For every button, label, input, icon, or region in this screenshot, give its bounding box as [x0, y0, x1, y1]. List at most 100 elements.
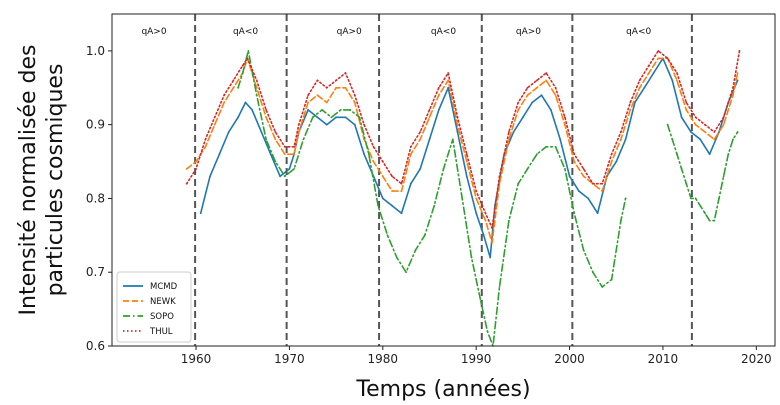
series-point-newk: [620, 138, 622, 141]
series-point-sopo-2: [727, 153, 730, 156]
series-point-newk: [400, 190, 403, 193]
series-point-newk: [722, 123, 725, 126]
series-point-newk: [265, 116, 267, 119]
series-point-sopo: [377, 204, 379, 207]
series-point-mcmd: [218, 153, 221, 156]
y-axis-title-line-2: particules cosmiques: [43, 64, 68, 297]
series-point-thul: [657, 50, 660, 52]
series-point-sopo-2: [704, 212, 706, 215]
series-point-thul: [582, 168, 585, 170]
series-point-mcmd: [325, 123, 328, 126]
series-point-thul: [293, 145, 295, 148]
series-point-newk: [213, 123, 216, 126]
x-tick-label: 1960: [181, 352, 212, 366]
series-point-sopo: [582, 249, 585, 252]
series-point-thul: [353, 94, 356, 97]
x-tick-label: 2020: [741, 352, 772, 366]
legend-label-thul: THUL: [149, 327, 173, 337]
series-point-thul: [694, 116, 697, 119]
series-point-sopo-2: [666, 123, 669, 126]
legend-label-sopo: SOPO: [150, 312, 174, 322]
series-point-thul: [372, 145, 375, 148]
series-point-newk: [638, 86, 641, 89]
series-point-mcmd: [409, 182, 412, 185]
series-point-sopo: [573, 212, 576, 215]
series-point-thul: [620, 131, 622, 133]
series-point-newk: [694, 123, 697, 126]
series-point-thul: [307, 94, 309, 97]
series-point-sopo: [461, 197, 464, 200]
series-point-mcmd: [428, 138, 431, 141]
series-point-mcmd: [736, 79, 739, 82]
series-point-sopo: [386, 234, 389, 237]
series-point-newk: [545, 79, 548, 82]
x-tick-label: 1990: [461, 352, 492, 366]
series-point-thul: [491, 227, 493, 229]
series-point-newk: [297, 131, 300, 133]
series-point-newk: [195, 160, 197, 163]
series-point-thul: [344, 72, 347, 74]
series-point-thul: [592, 182, 594, 185]
series-point-newk: [508, 138, 510, 141]
series-point-sopo: [470, 256, 473, 259]
series-line-thul: [185, 50, 741, 229]
legend-box: [116, 271, 192, 343]
series-point-thul: [232, 79, 235, 82]
series-point-thul: [223, 94, 226, 97]
series-point-newk: [274, 138, 277, 141]
cycle-label: qA<0: [233, 27, 258, 37]
series-point-sopo: [302, 138, 305, 141]
y-tick-label: 0.8: [86, 191, 105, 205]
series-point-sopo: [395, 256, 398, 259]
series-point-newk: [232, 86, 235, 89]
series-point-newk: [391, 190, 393, 193]
series-point-thul: [255, 79, 258, 82]
series-point-mcmd: [269, 153, 272, 156]
series-point-thul: [428, 109, 431, 111]
series-point-sopo: [255, 94, 258, 97]
series-point-thul: [685, 101, 688, 104]
series-point-thul: [391, 175, 393, 178]
series-point-mcmd: [209, 175, 211, 178]
series-point-mcmd: [652, 72, 655, 74]
series-point-mcmd: [596, 212, 599, 215]
series-point-mcmd: [279, 175, 281, 178]
series-point-thul: [713, 131, 716, 133]
series-layer: [185, 50, 741, 347]
series-point-mcmd: [316, 116, 319, 119]
series-line-sopo-2: [666, 123, 739, 222]
series-point-sopo-2: [685, 182, 688, 185]
series-point-mcmd: [540, 94, 543, 97]
series-point-sopo-2: [671, 138, 674, 141]
series-point-mcmd: [690, 131, 692, 133]
series-point-mcmd: [522, 116, 524, 119]
y-tick-label: 0.6: [86, 339, 105, 353]
y-tick-label: 0.9: [86, 118, 105, 132]
series-point-sopo-2: [736, 131, 739, 133]
series-point-thul: [437, 86, 440, 89]
series-point-newk: [517, 109, 520, 111]
series-point-sopo: [265, 138, 267, 141]
series-point-sopo-2: [722, 175, 725, 178]
series-point-thul: [666, 57, 669, 60]
series-point-thul: [400, 182, 403, 185]
series-point-thul: [573, 153, 576, 156]
series-point-newk: [685, 109, 688, 111]
series-point-sopo: [367, 153, 370, 156]
series-point-mcmd: [391, 204, 393, 207]
series-point-newk: [484, 219, 487, 222]
series-point-mcmd: [335, 116, 337, 119]
series-point-thul: [297, 123, 300, 126]
series-point-sopo: [498, 286, 501, 288]
cycle-label: qA>0: [141, 27, 166, 37]
series-point-sopo: [237, 86, 240, 89]
series-point-newk: [456, 123, 459, 126]
series-point-mcmd: [437, 109, 440, 111]
series-point-mcmd: [288, 168, 291, 170]
series-point-mcmd: [456, 131, 459, 133]
series-point-mcmd: [199, 212, 202, 215]
series-point-sopo: [339, 109, 342, 111]
series-point-newk: [648, 72, 650, 74]
series-point-mcmd: [699, 138, 702, 141]
